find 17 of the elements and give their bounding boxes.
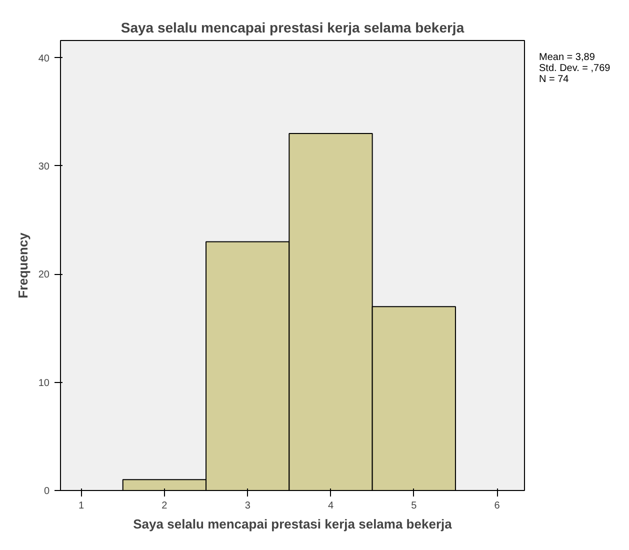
x-tick-label: 1 [78,500,85,512]
y-axis-title: Frequency [15,232,30,298]
x-axis-title: Saya selalu mencapai prestasi kerja selama bekerja [133,516,453,532]
x-tick-label: 2 [162,500,168,512]
y-tick-label: 30 [38,161,50,172]
x-tick-label: 5 [411,500,418,512]
x-tick-label: 6 [494,500,500,512]
text: Std. Dev. = ,769 [539,63,610,74]
y-tick-label: 20 [38,270,50,281]
y-tick-label: 40 [38,53,50,64]
chart-title: Saya selalu mencapai prestasi kerja selama bekerja [120,20,464,36]
text: N = 74 [539,74,569,85]
text: Mean = 3,89 [539,52,595,63]
x-tick-label: 3 [244,500,251,512]
y-tick-label: 10 [38,378,50,389]
x-tick-label: 4 [328,500,334,512]
y-tick-label: 0 [44,486,50,497]
